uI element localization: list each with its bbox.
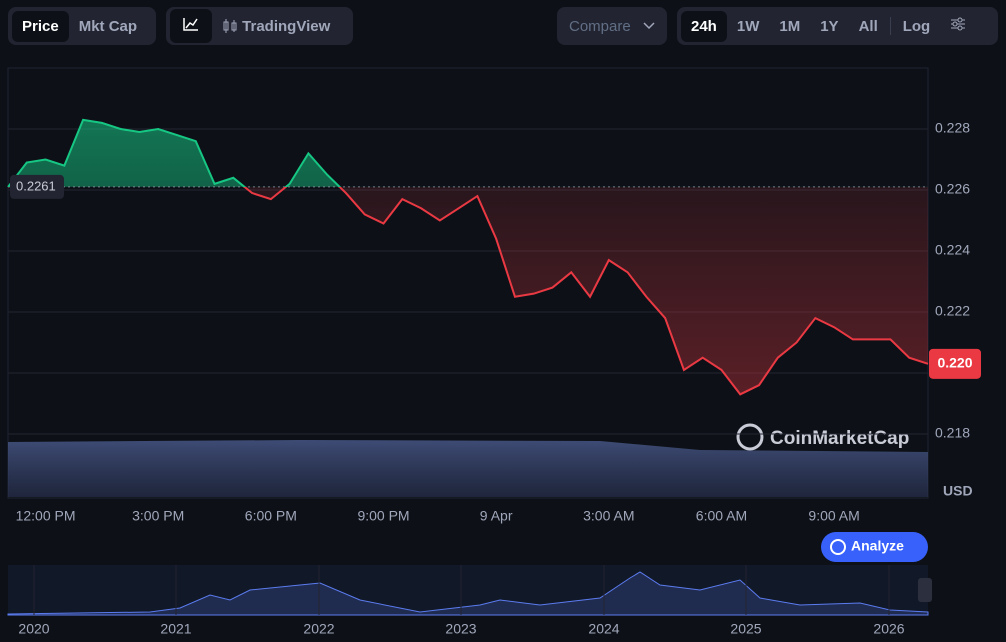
analyze-bg[interactable] [821,532,928,562]
range-btn[interactable]: 1M [779,17,801,35]
compare-dropdown[interactable]: Compare [557,7,667,45]
y-unit: USD [943,483,973,499]
navigator-label: 2020 [18,621,49,637]
compare-label: Compare [569,17,631,35]
separator [889,17,891,35]
baseline-tag [10,174,64,199]
navigator-label: 2022 [303,621,334,637]
mode-toggle: Price Mkt Cap [8,7,156,45]
area-up [8,119,928,187]
navigator-label: 2026 [873,621,904,637]
x-tick-label: 3:00 PM [132,508,184,524]
range-toggle: 24h 1W 1M 1Y All Log [677,7,998,45]
price-tab[interactable]: Price [12,10,69,42]
x-tick-label: 6:00 PM [245,508,297,524]
navigator-label: 2025 [730,621,761,637]
y-tick-label: 0.218 [935,425,970,441]
analyze-icon [830,539,846,555]
analyze-label[interactable]: Analyze [851,538,904,554]
x-tick-label: 9 Apr [480,508,513,524]
mktcap-tab[interactable]: Mkt Cap [78,17,138,35]
navigator [7,565,932,616]
log-btn[interactable]: Log [902,17,931,35]
y-tick-label: 0.224 [935,242,970,258]
settings-icon [951,17,966,31]
volume-band [8,440,928,497]
tradingview-btn[interactable]: TradingView [212,11,340,42]
baseline-label: 0.2261 [16,178,56,193]
navigator-label: 2024 [588,621,619,637]
navigator-area [7,571,929,616]
line-btn[interactable] [170,9,212,43]
price-line [7,118,929,396]
line-icon [183,18,198,31]
navigator-label: 2021 [160,621,191,637]
watermark-logo [736,423,764,451]
chart-type: TradingView [166,7,353,45]
last-price-tag [929,348,981,379]
tradingview-label: TradingView [242,17,331,35]
y-tick-label: 0.222 [935,303,970,319]
x-tick-label: 9:00 AM [808,508,859,524]
x-tick-label: 3:00 AM [583,508,634,524]
navigator-label: 2023 [445,621,476,637]
y-tick-label: 0.228 [935,120,970,136]
watermark: CoinMarketCap [770,428,909,449]
x-tick-label: 9:00 PM [357,508,409,524]
candle-icon [223,18,237,33]
y-tick-label: 0.226 [935,181,970,197]
range-btn[interactable]: 24h [681,10,727,42]
navigator-handle[interactable] [918,578,932,602]
x-tick-label: 12:00 PM [16,508,76,524]
range-btn[interactable]: 1Y [820,17,839,35]
range-btn[interactable]: 1W [736,17,760,35]
x-tick-label: 6:00 AM [696,508,747,524]
analyze-button[interactable]: Analyze [821,532,928,562]
range-btn[interactable]: All [858,17,878,35]
settings-btn[interactable] [940,10,976,42]
last-price-label: 0.220 [937,355,972,371]
chevron [643,22,655,30]
